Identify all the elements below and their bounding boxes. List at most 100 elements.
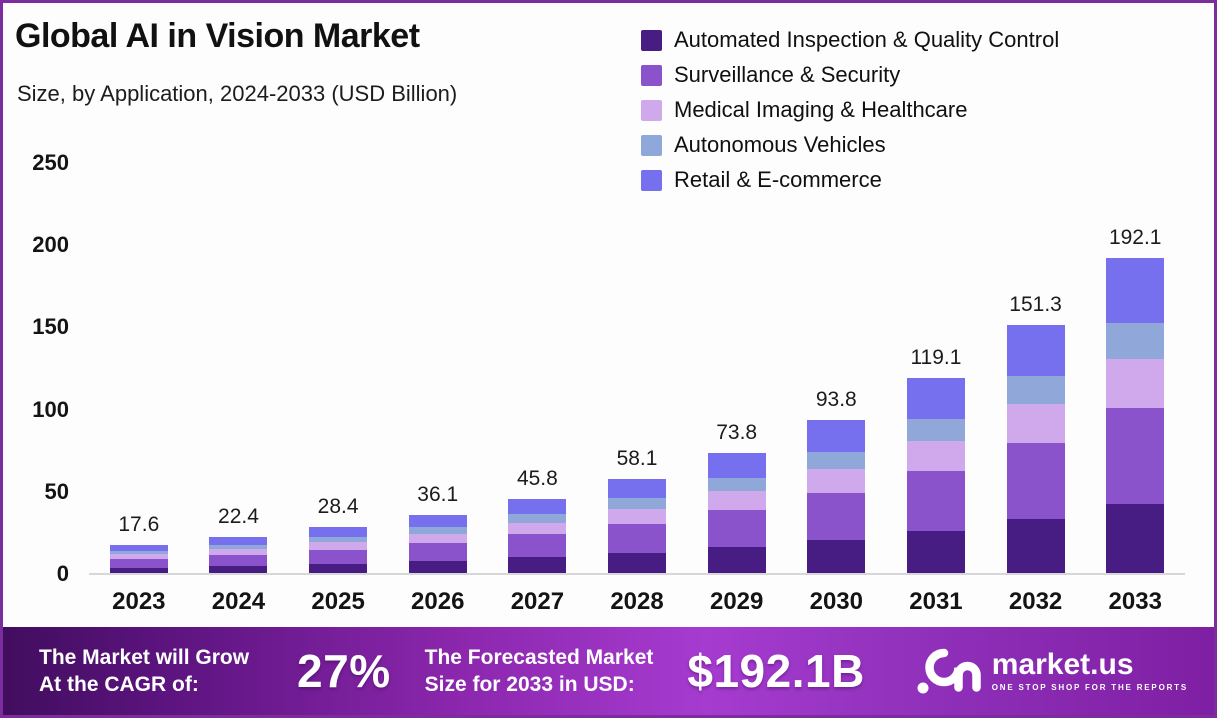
bar-segment [707, 452, 766, 478]
bar-total-label: 58.1 [616, 446, 658, 470]
bar-group: 28.4 [288, 163, 388, 574]
bar-segment [408, 533, 467, 543]
bar-segment [807, 468, 866, 494]
forecast-text: The Forecasted Market Size for 2033 in U… [425, 644, 654, 698]
legend-item: Automated Inspection & Quality Control [641, 27, 1059, 53]
bar-segment [309, 536, 368, 543]
bar-stack [1106, 258, 1165, 574]
bar-segment [707, 547, 766, 574]
bar-segment [1106, 323, 1165, 359]
bar-segment [906, 378, 965, 419]
bar-segment [209, 544, 268, 549]
legend-item: Surveillance & Security [641, 62, 1059, 88]
y-tick-label: 0 [56, 561, 69, 586]
bar-group: 151.3 [986, 163, 1086, 574]
bar-stack [707, 452, 766, 574]
bar-segment [707, 510, 766, 548]
x-axis-baseline [89, 573, 1185, 575]
x-axis-label: 2033 [1108, 588, 1162, 615]
bar-stack [807, 419, 866, 574]
legend-swatch [641, 169, 662, 191]
bar-segment [309, 527, 368, 537]
bar-group: 22.4 [189, 163, 289, 574]
bar-segment [408, 560, 467, 574]
bar-segment [109, 558, 168, 568]
legend-label: Autonomous Vehicles [674, 132, 886, 157]
x-axis-label: 2032 [1008, 588, 1063, 615]
plot-area: 17.6 22.4 28.4 36.1 45.8 58.1 73.8 93.8 119.1 151… [89, 163, 1185, 575]
forecast-value: $192.1B [687, 645, 865, 697]
bar-segment [109, 554, 168, 559]
x-axis-label: 2023 [112, 588, 166, 615]
cagr-text-line2: At the CAGR of: [39, 673, 199, 696]
bar-segment [1106, 358, 1165, 409]
y-tick-label: 150 [32, 314, 69, 340]
bar-stack [408, 514, 467, 574]
bar-segment [1106, 503, 1165, 574]
bar-segment [209, 565, 268, 574]
cagr-value: 27% [297, 645, 391, 697]
bar-segment [807, 451, 866, 469]
bar-group: 17.6 [89, 163, 189, 574]
bar-group: 73.8 [687, 163, 787, 574]
bar-segment [807, 419, 866, 452]
bar-segment [309, 549, 368, 564]
bar-segment [109, 567, 168, 574]
bar-group: 93.8 [786, 163, 886, 574]
bar-total-label: 93.8 [815, 387, 857, 411]
y-tick-label: 100 [32, 396, 69, 422]
y-tick-label: 50 [44, 478, 69, 504]
bar-segment [1006, 518, 1065, 574]
forecast-text-line1: The Forecasted Market [424, 646, 654, 669]
bar-segment [608, 508, 667, 524]
bar-stack [906, 378, 965, 574]
bar-total-label: 73.8 [716, 420, 758, 444]
bar-segment [508, 522, 567, 535]
x-axis-labels: 2023 2024 2025 2026 2027 2028 2029 2030 2031 2032… [89, 588, 1185, 616]
x-axis-label: 2027 [510, 588, 565, 615]
bar-segment [1106, 258, 1165, 324]
legend-label: Medical Imaging & Healthcare [674, 97, 968, 122]
bar-segment [608, 552, 667, 574]
x-axis-label: 2028 [610, 588, 664, 615]
legend-swatch [641, 134, 662, 156]
legend-swatch [641, 99, 662, 121]
legend-label: Retail & E-commerce [674, 167, 882, 192]
bar-segment [1006, 404, 1065, 444]
bar-segment [209, 537, 268, 545]
cagr-text: The Market will Grow At the CAGR of: [39, 644, 249, 698]
x-axis-label: 2024 [211, 588, 266, 615]
legend-label: Automated Inspection & Quality Control [674, 27, 1060, 52]
forecast-text-line2: Size for 2033 in USD: [424, 673, 635, 696]
bar-segment [1106, 408, 1165, 504]
y-tick-label: 250 [32, 150, 69, 175]
bar-segment [1006, 325, 1065, 377]
bar-segment [209, 554, 268, 566]
x-axis-label: 2030 [809, 588, 863, 615]
bar-group: 192.1 [1085, 163, 1185, 574]
bar-segment [707, 491, 766, 511]
bar-segment [906, 471, 965, 531]
bar-segment [309, 563, 368, 574]
bar-segment [1006, 376, 1065, 405]
bar-group: 36.1 [388, 163, 488, 574]
bar-segment [408, 527, 467, 534]
bar-total-label: 151.3 [1009, 293, 1062, 317]
x-axis-label: 2026 [411, 588, 465, 615]
legend-label: Surveillance & Security [674, 62, 901, 87]
brand-icon [917, 648, 981, 694]
bar-stack [508, 498, 567, 574]
bar-segment [906, 418, 965, 441]
legend: Automated Inspection & Quality Control Su… [641, 27, 1059, 193]
bar-total-label: 17.6 [118, 513, 160, 537]
bar-stack [1006, 325, 1065, 574]
bar-segment [109, 551, 168, 555]
x-axis-label: 2025 [311, 588, 365, 615]
brand-name: market.us [991, 648, 1134, 681]
bar-segment [209, 548, 268, 555]
bar-total-label: 119.1 [910, 346, 962, 370]
bar-total-label: 36.1 [417, 482, 459, 506]
bar-groups: 17.6 22.4 28.4 36.1 45.8 58.1 73.8 93.8 119.1 151… [89, 163, 1185, 574]
legend-item: Medical Imaging & Healthcare [641, 97, 1059, 123]
